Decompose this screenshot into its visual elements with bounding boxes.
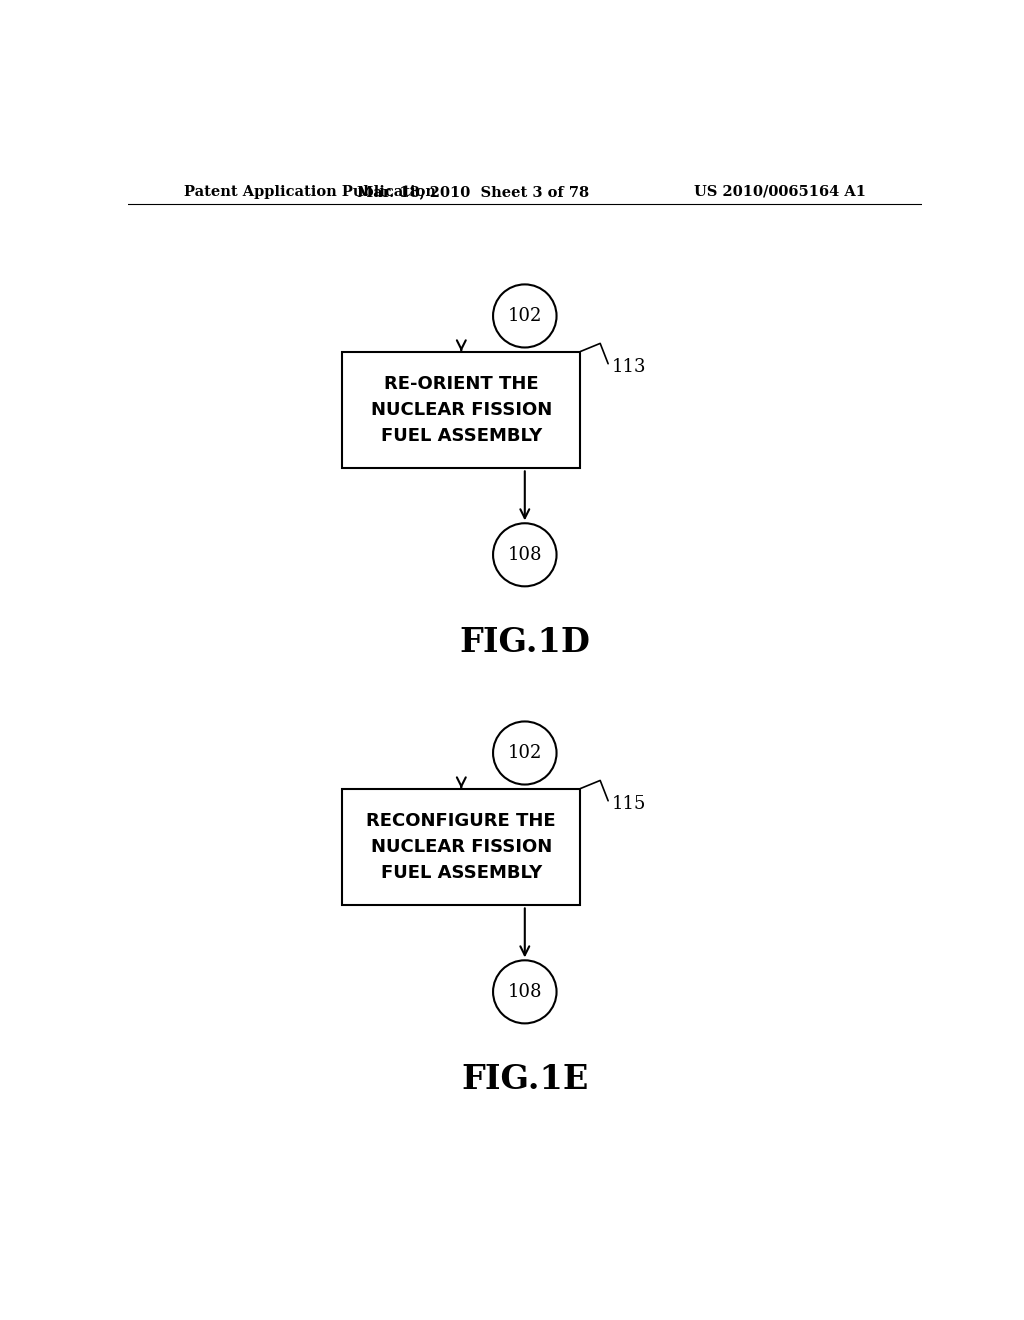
Text: US 2010/0065164 A1: US 2010/0065164 A1	[694, 185, 866, 199]
Text: 108: 108	[508, 983, 542, 1001]
Text: RE-ORIENT THE
NUCLEAR FISSION
FUEL ASSEMBLY: RE-ORIENT THE NUCLEAR FISSION FUEL ASSEM…	[371, 375, 552, 445]
Bar	[342, 351, 581, 469]
Text: RECONFIGURE THE
NUCLEAR FISSION
FUEL ASSEMBLY: RECONFIGURE THE NUCLEAR FISSION FUEL ASS…	[367, 812, 556, 882]
Text: 113: 113	[612, 358, 646, 376]
Text: FIG.1D: FIG.1D	[460, 626, 590, 659]
Text: 102: 102	[508, 744, 542, 762]
Text: 102: 102	[508, 308, 542, 325]
Bar	[342, 788, 581, 906]
Text: 108: 108	[508, 545, 542, 564]
Text: FIG.1E: FIG.1E	[461, 1063, 589, 1096]
Text: 115: 115	[612, 795, 646, 813]
Text: Patent Application Publication: Patent Application Publication	[183, 185, 435, 199]
Text: Mar. 18, 2010  Sheet 3 of 78: Mar. 18, 2010 Sheet 3 of 78	[357, 185, 589, 199]
